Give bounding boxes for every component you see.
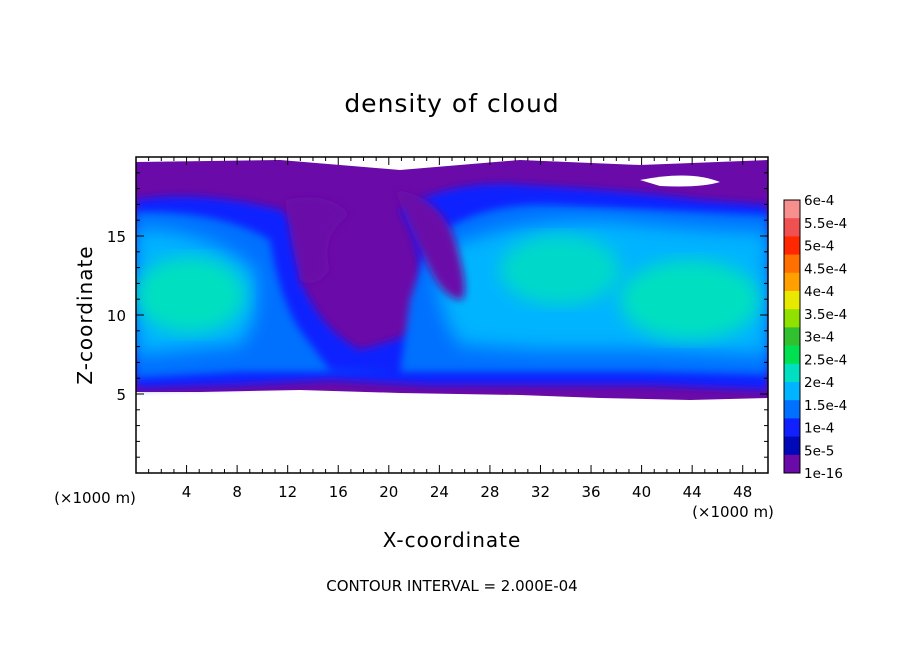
colorbar-swatch [784,436,800,456]
colorbar-swatch [784,418,800,438]
colorbar-label: 5e-4 [804,239,834,255]
colorbar-swatch [784,236,800,256]
colorbar-label: 1e-16 [804,466,843,482]
dry-intrusion-left [285,197,350,284]
cloud-gap-top-right [640,175,720,187]
clear-air-bottom [136,400,768,473]
x-tick-label: 20 [379,483,398,501]
x-tick-label: 8 [232,483,242,501]
x-tick-label: 4 [182,483,192,501]
colorbar-label: 1e-4 [804,421,834,437]
colorbar-swatch [784,345,800,365]
colorbar-swatch [784,272,800,292]
cloud-core-mid [500,235,620,305]
x-tick-label: 12 [278,483,297,501]
chart-title: density of cloud [344,89,559,118]
colorbar-swatch [784,200,800,219]
y-tick-label: 15 [107,228,126,246]
x-tick-label: 48 [733,483,752,501]
x-tick-label: 40 [632,483,651,501]
colorbar-label: 2.5e-4 [804,352,847,368]
contour-interval-note: CONTOUR INTERVAL = 2.000E-04 [326,577,577,595]
colorbar-frame [783,199,801,474]
cloud-core-right [620,260,760,340]
colorbar-swatch [784,309,800,328]
colorbar-label: 6e-4 [804,193,834,209]
y-axis: 5 10 15 [107,172,768,458]
x-tick-label: 44 [683,483,702,501]
colorbar-label: 1.5e-4 [804,398,847,414]
y-axis-label: Z-coordinate [73,245,97,384]
colorbar-label: 4.5e-4 [804,261,847,277]
x-tick-label: 32 [531,483,550,501]
y-axis-unit: (×1000 m) [54,489,136,507]
x-tick-label: 28 [480,483,499,501]
x-tick-label: 16 [329,483,348,501]
colorbar-swatch [784,363,800,383]
y-tick-label: 10 [107,307,126,325]
colorbar-swatch [784,254,800,274]
cloud-density-field [136,157,768,473]
colorbar-label: 3.5e-4 [804,307,847,323]
colorbar: 6e-4 5.5e-4 5e-4 4.5e-4 4e-4 3.5e-4 3e-4 2.5e-4… [783,193,847,482]
colorbar-swatch [784,400,800,419]
x-tick-label: 24 [430,483,449,501]
x-axis-unit: (×1000 m) [692,503,774,521]
x-axis-label: X-coordinate [383,528,522,552]
cloud-core-left [136,257,245,333]
colorbar-swatch [784,291,800,310]
colorbar-swatch [784,454,800,474]
colorbar-label: 4e-4 [804,284,834,300]
y-tick-label: 5 [116,386,126,404]
colorbar-label: 2e-4 [804,375,834,391]
x-tick-label: 36 [581,483,600,501]
x-axis: 4 8 12 16 20 24 28 32 36 40 44 48 [148,157,756,501]
colorbar-swatch [784,382,800,401]
dry-intrusion-center [395,190,465,300]
colorbar-label: 3e-4 [804,330,834,346]
colorbar-label: 5.5e-4 [804,216,847,232]
colorbar-swatch [784,218,800,237]
colorbar-swatch [784,327,800,347]
colorbar-label: 5e-5 [804,443,834,459]
